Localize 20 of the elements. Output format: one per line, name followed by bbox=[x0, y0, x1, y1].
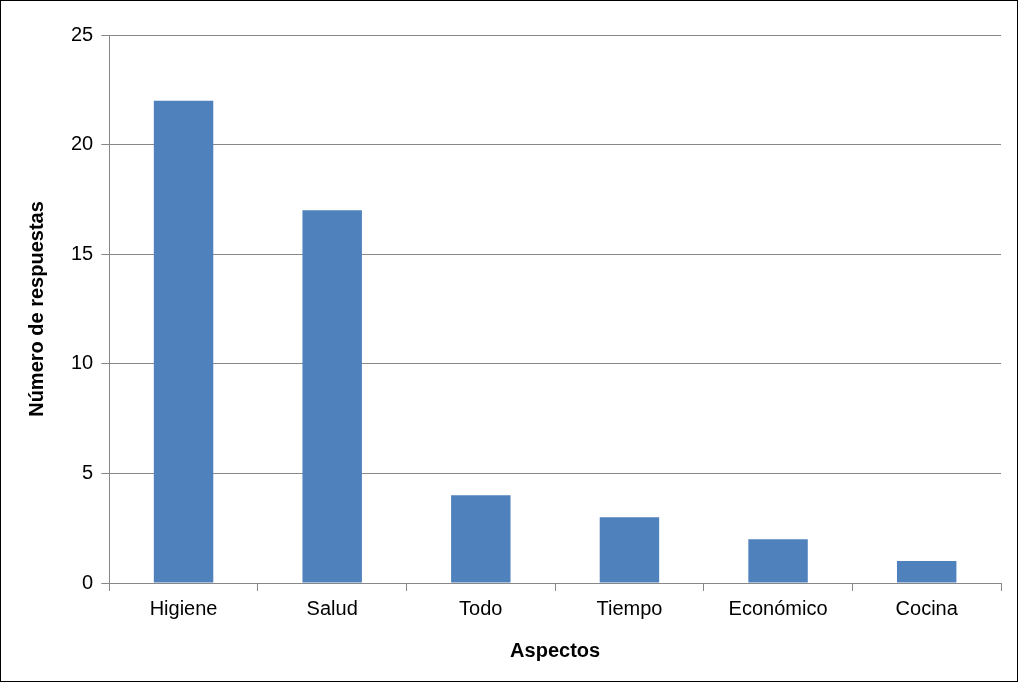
bar bbox=[153, 100, 214, 583]
bar bbox=[896, 561, 957, 583]
y-tick-label: 5 bbox=[82, 460, 94, 483]
bar bbox=[599, 517, 660, 583]
x-axis-title: Aspectos bbox=[510, 638, 601, 661]
x-tick-label: Cocina bbox=[895, 596, 959, 619]
y-tick-label: 15 bbox=[71, 241, 94, 264]
x-tick-label: Salud bbox=[306, 596, 358, 619]
x-tick-label: Higiene bbox=[149, 596, 218, 619]
y-tick-label: 20 bbox=[71, 132, 94, 155]
x-tick-label: Económico bbox=[728, 596, 828, 619]
bar bbox=[302, 210, 362, 583]
y-tick-label: 25 bbox=[71, 22, 94, 45]
bar bbox=[451, 495, 511, 583]
y-tick-label: 10 bbox=[71, 351, 94, 374]
bar bbox=[748, 539, 808, 583]
x-tick-label: Tiempo bbox=[596, 596, 663, 619]
y-axis-title: Número de respuestas bbox=[24, 201, 47, 417]
y-tick-label: 0 bbox=[82, 570, 94, 593]
x-tick-label: Todo bbox=[459, 596, 503, 619]
